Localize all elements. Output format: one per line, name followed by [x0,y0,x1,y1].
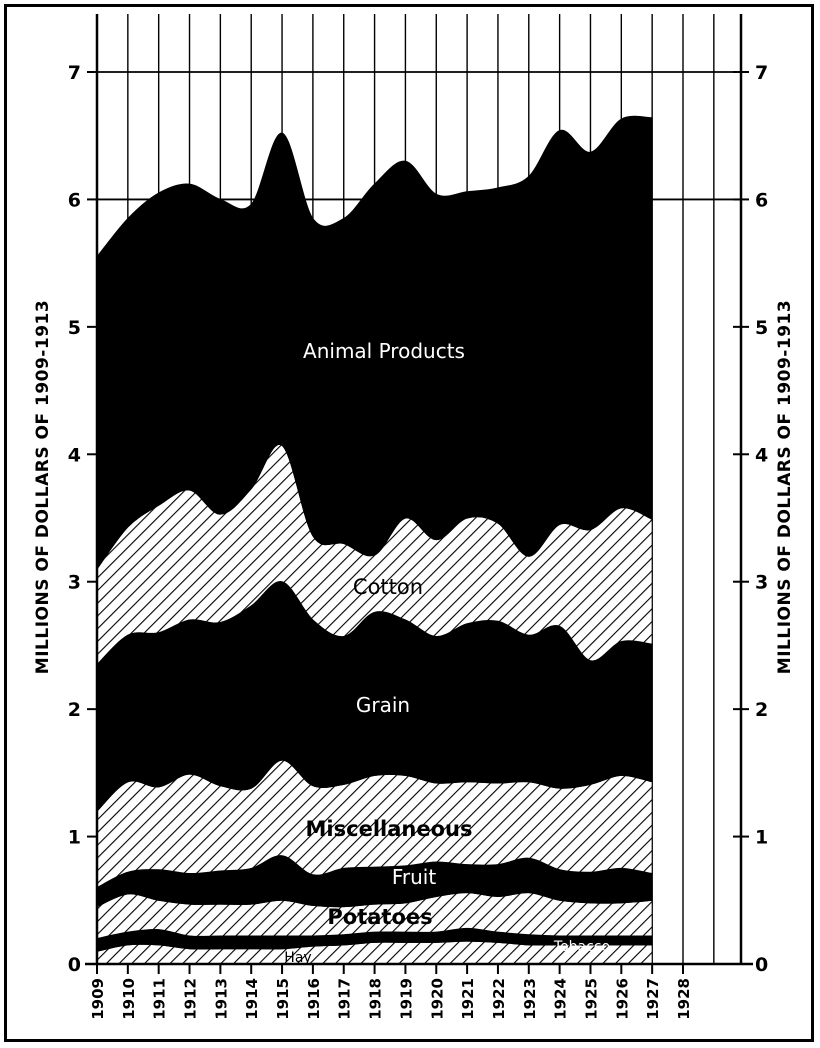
x-tick-label: 1926 [613,978,631,1020]
x-tick-label: 1912 [182,978,200,1020]
horizontal-grid [97,71,741,201]
x-tick-label: 1914 [243,978,261,1020]
y-tick-label-left: 3 [68,572,81,594]
label-tobacco: Tobacco [553,939,610,955]
y-tick-label-right: 4 [755,444,768,466]
y-tick-label-left: 7 [68,62,81,84]
y-axis-label-right: MILLIONS OF DOLLARS OF 1909-1913 [775,300,795,674]
label-cotton: Cotton [353,575,423,599]
y-axis-label-left: MILLIONS OF DOLLARS OF 1909-1913 [33,300,53,674]
label-hay: Hay [284,950,311,966]
y-tick-label-left: 1 [68,827,81,849]
series-labels: Animal Products Cotton Grain Miscellaneo… [284,339,610,966]
y-tick-label-right: 1 [755,827,768,849]
x-tick-label: 1913 [212,978,230,1020]
x-tick-label: 1922 [490,978,508,1020]
x-tick-label: 1924 [552,978,570,1020]
y-tick-label-right: 0 [755,954,768,976]
y-tick-label-right: 5 [755,317,768,339]
y-tick-label-left: 5 [68,317,81,339]
y-tick-label-left: 6 [68,189,81,211]
x-tick-label: 1921 [459,978,477,1020]
x-tick-label: 1916 [305,978,323,1020]
x-tick-label: 1920 [428,978,446,1020]
label-grain: Grain [356,693,410,717]
x-tick-label: 1925 [582,978,600,1020]
x-tick-label: 1915 [274,978,292,1020]
area-layers [97,115,653,964]
y-tick-label-right: 2 [755,699,768,721]
y-tick-label-right: 6 [755,189,768,211]
y-tick-label-left: 2 [68,699,81,721]
y-tick-label-left: 0 [68,954,81,976]
label-potatoes: Potatoes [327,905,432,929]
y-ticks-left: 0 1 2 3 4 5 6 7 [68,62,97,976]
label-fruit: Fruit [392,865,437,889]
x-tick-label: 1928 [675,978,693,1020]
axes [85,14,753,966]
y-tick-label-right: 7 [755,62,768,84]
x-tick-label: 1909 [89,978,107,1020]
label-miscellaneous: Miscellaneous [306,817,473,841]
x-tick-label: 1918 [367,978,385,1020]
y-ticks-right: 0 1 2 3 4 5 6 7 [733,62,768,976]
x-tick-label: 1927 [644,978,662,1020]
x-tick-label: 1910 [120,978,138,1020]
x-ticks: 1909 1910 1911 1912 1913 1914 1915 1916 1917 1918… [89,964,693,1020]
area-animal-products [97,115,653,570]
x-tick-label: 1911 [151,978,169,1020]
y-tick-label-left: 4 [68,444,81,466]
y-tick-label-right: 3 [755,572,768,594]
x-tick-label: 1917 [336,978,354,1020]
label-animal-products: Animal Products [303,339,465,363]
x-tick-label: 1923 [521,978,539,1020]
x-tick-label: 1919 [397,978,415,1020]
